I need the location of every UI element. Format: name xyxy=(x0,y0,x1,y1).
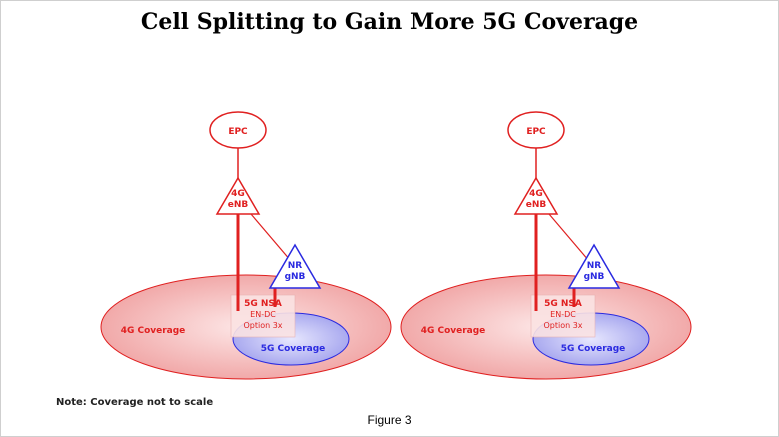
enb-triangle xyxy=(215,176,261,215)
nsa-label-line3: Option 3x xyxy=(543,321,582,330)
enb-triangle xyxy=(513,176,559,215)
enb-label-bottom: eNB xyxy=(526,200,547,210)
enb-gnb-link xyxy=(250,213,292,262)
enb-label-bottom: eNB xyxy=(228,200,249,210)
gnb-label-top: NR xyxy=(288,261,303,271)
cell-group-right: EPC 4G eNB NR gNB 5G NSA EN-DC Option 3x… xyxy=(400,111,692,380)
gnb-label-top: NR xyxy=(587,261,602,271)
cell-group-left: EPC 4G eNB NR gNB 5G NSA EN-DC Option 3x… xyxy=(100,111,392,380)
nsa-label-line1: 5G NSA xyxy=(244,299,282,309)
gnb-triangle xyxy=(268,243,322,289)
epc-label: EPC xyxy=(526,127,546,137)
coverage-5g-label: 5G Coverage xyxy=(561,344,626,354)
gnb-label-bottom: gNB xyxy=(584,272,605,282)
nsa-label-line2: EN-DC xyxy=(550,310,576,319)
epc-label: EPC xyxy=(228,127,248,137)
diagram-title: Cell Splitting to Gain More 5G Coverage xyxy=(140,9,639,35)
enb-label-top: 4G xyxy=(231,189,245,199)
nsa-label-box xyxy=(230,294,296,338)
gnb-triangle xyxy=(567,243,621,289)
gnb-label-bottom: gNB xyxy=(285,272,306,282)
nsa-label-line3: Option 3x xyxy=(243,321,282,330)
nsa-label-line1: 5G NSA xyxy=(544,299,582,309)
nsa-label-box xyxy=(530,294,596,338)
coverage-4g-label: 4G Coverage xyxy=(421,326,486,336)
enb-label-top: 4G xyxy=(529,189,543,199)
figure-caption: Figure 3 xyxy=(367,413,412,427)
coverage-4g-label: 4G Coverage xyxy=(121,326,186,336)
enb-gnb-link xyxy=(548,213,590,262)
epc-node xyxy=(507,111,565,149)
epc-node xyxy=(209,111,267,149)
scale-note: Note: Coverage not to scale xyxy=(56,397,214,408)
nsa-label-line2: EN-DC xyxy=(250,310,276,319)
coverage-5g-label: 5G Coverage xyxy=(261,344,326,354)
